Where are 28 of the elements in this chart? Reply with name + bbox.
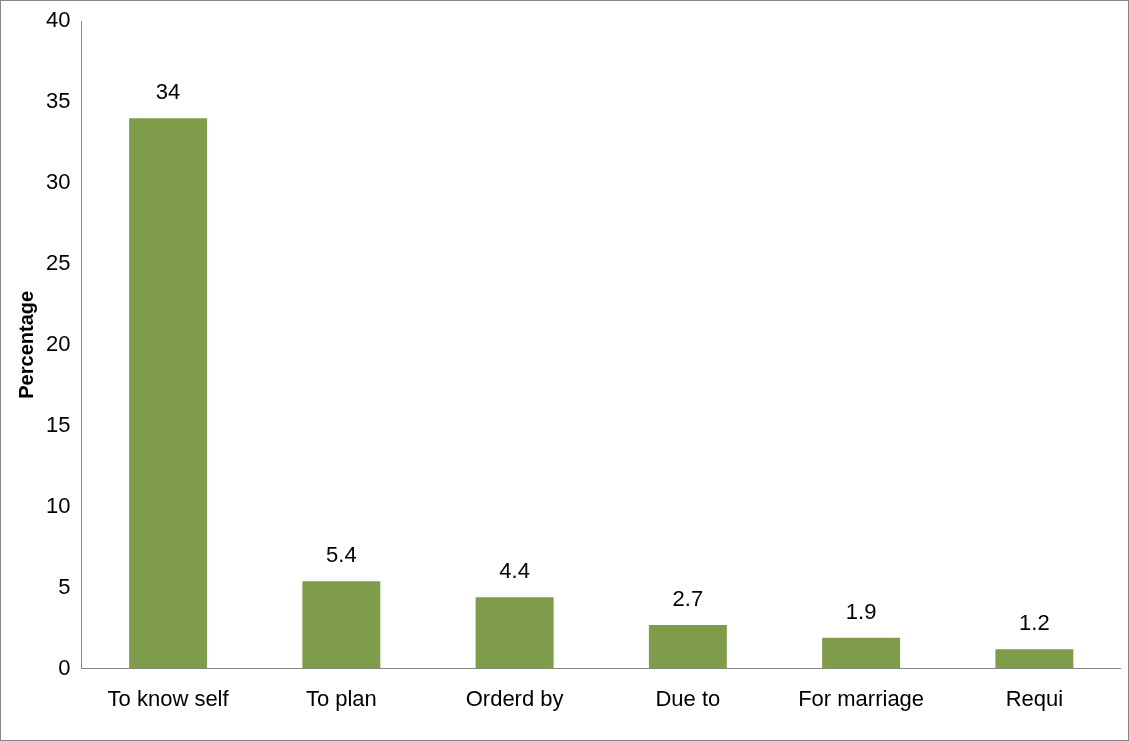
bar bbox=[822, 637, 901, 669]
y-tick-label: 0 bbox=[58, 654, 71, 680]
x-tick-label: Due to bbox=[655, 685, 721, 711]
y-tick-label: 35 bbox=[45, 88, 71, 114]
bar bbox=[475, 597, 554, 669]
x-tick-label: To know self bbox=[107, 685, 230, 711]
y-tick-label: 10 bbox=[45, 492, 71, 518]
y-tick-label: 5 bbox=[58, 573, 71, 599]
y-tick-label: 25 bbox=[45, 249, 71, 275]
y-axis-title: Percentage bbox=[14, 290, 37, 399]
data-label: 2.7 bbox=[672, 585, 704, 611]
data-label: 4.4 bbox=[499, 558, 530, 584]
y-tick-label: 30 bbox=[45, 168, 71, 194]
data-label: 34 bbox=[155, 79, 181, 105]
data-label: 5.4 bbox=[326, 542, 357, 568]
y-tick-label: 20 bbox=[45, 330, 71, 356]
x-tick-label: For marriage bbox=[798, 685, 925, 711]
bar bbox=[995, 649, 1074, 669]
y-tick-label: 15 bbox=[45, 411, 71, 437]
data-label: 1.2 bbox=[1019, 610, 1050, 636]
x-tick-label: To plan bbox=[305, 685, 377, 711]
data-label: 1.9 bbox=[845, 598, 877, 624]
x-tick-label: Requi bbox=[1005, 685, 1064, 711]
x-tick-label: Orderd by bbox=[465, 685, 564, 711]
bar bbox=[302, 581, 381, 669]
bar bbox=[129, 118, 208, 669]
bar bbox=[648, 624, 727, 669]
y-tick-label: 40 bbox=[45, 7, 71, 33]
